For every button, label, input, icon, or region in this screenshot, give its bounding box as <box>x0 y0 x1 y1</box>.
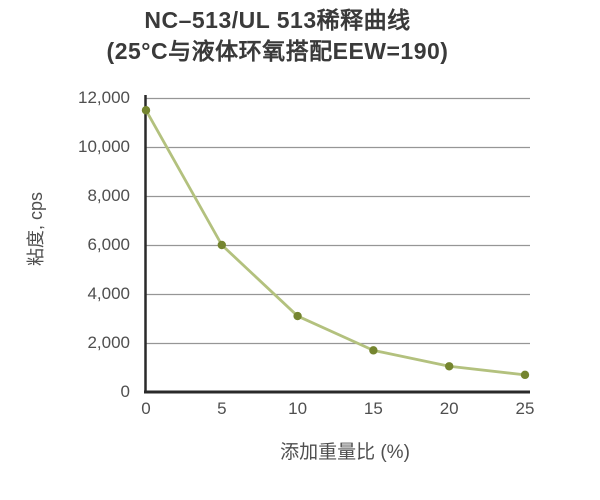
series-line <box>144 108 527 377</box>
x-tick-label: 20 <box>439 399 459 418</box>
x-tick-label: 10 <box>288 399 308 418</box>
data-point-marker <box>369 346 378 355</box>
data-point-marker <box>293 311 302 321</box>
y-tick-label: 12,000 <box>78 88 130 107</box>
y-tick-label: 8,000 <box>87 186 130 205</box>
y-tick-label: 6,000 <box>87 235 130 254</box>
x-tick-label: 25 <box>515 399 535 418</box>
data-point-marker <box>520 370 530 380</box>
chart-title-line1: NC–513/UL 513稀释曲线 <box>144 7 411 33</box>
chart-title-line2: (25°C与液体环氧搭配EEW=190) <box>106 38 449 64</box>
y-tick-label: 4,000 <box>87 284 130 303</box>
x-tick-label: 5 <box>217 399 227 418</box>
y-tick-label: 0 <box>120 382 130 401</box>
data-point-marker <box>445 362 454 371</box>
x-tick-label: 15 <box>363 399 383 418</box>
chart-title: NC–513/UL 513稀释曲线 (25°C与液体环氧搭配EEW=190) <box>0 5 555 67</box>
y-tick-label: 10,000 <box>78 137 130 156</box>
data-point-marker <box>141 106 151 115</box>
data-point-marker <box>217 240 226 250</box>
x-tick-label: 0 <box>141 399 151 418</box>
y-tick-label: 2,000 <box>87 333 130 352</box>
x-axis-title: 添加重量比 (%) <box>280 442 410 463</box>
